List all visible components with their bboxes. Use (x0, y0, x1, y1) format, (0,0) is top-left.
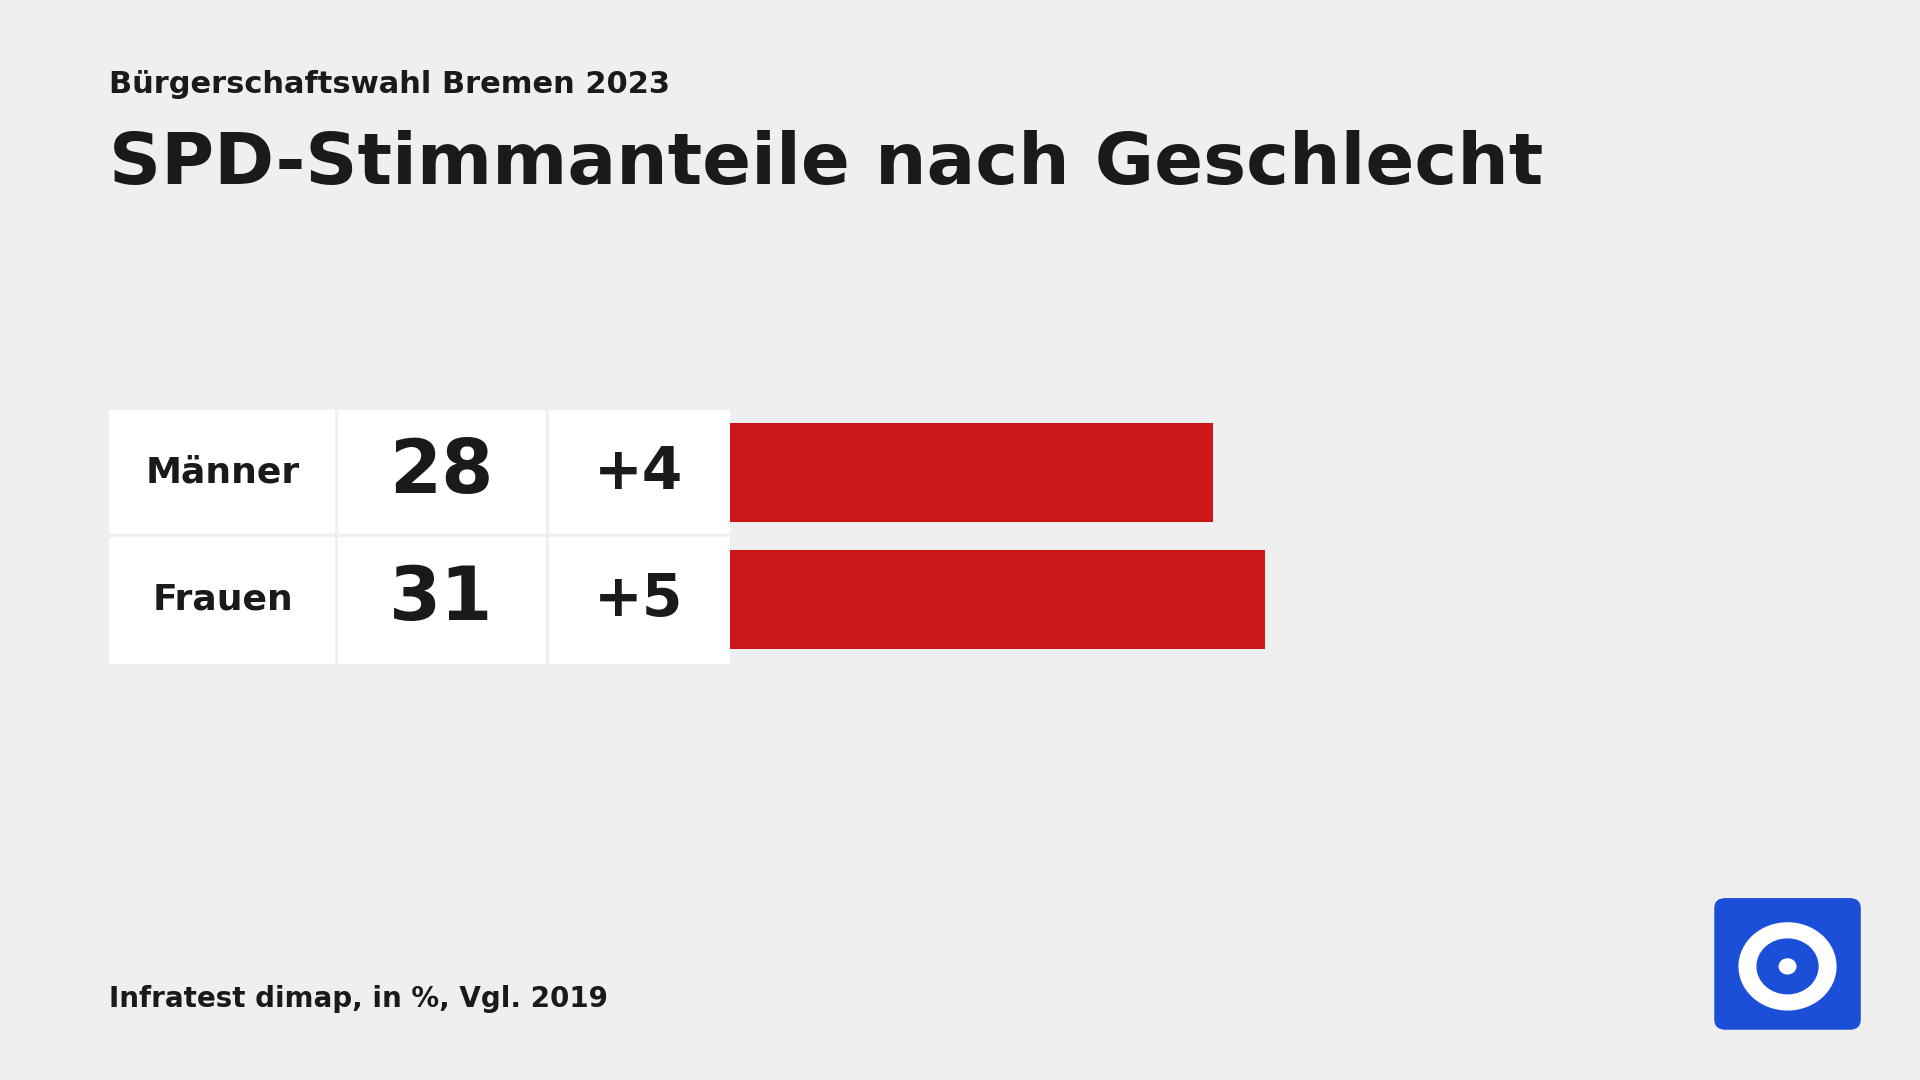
Text: Männer: Männer (146, 456, 300, 489)
Text: +5: +5 (593, 571, 684, 627)
Circle shape (1780, 959, 1795, 974)
FancyBboxPatch shape (1715, 899, 1860, 1029)
Bar (730, 423, 1213, 522)
Text: Frauen: Frauen (152, 582, 294, 617)
Bar (109, 410, 730, 664)
Text: +4: +4 (593, 444, 684, 501)
Text: 31: 31 (390, 563, 493, 636)
Circle shape (1740, 923, 1836, 1010)
Text: SPD-Stimmanteile nach Geschlecht: SPD-Stimmanteile nach Geschlecht (109, 130, 1544, 199)
Text: Infratest dimap, in %, Vgl. 2019: Infratest dimap, in %, Vgl. 2019 (109, 985, 609, 1013)
Circle shape (1757, 939, 1818, 994)
Text: Bürgerschaftswahl Bremen 2023: Bürgerschaftswahl Bremen 2023 (109, 70, 670, 99)
Bar (730, 550, 1265, 649)
Text: 28: 28 (390, 436, 493, 509)
